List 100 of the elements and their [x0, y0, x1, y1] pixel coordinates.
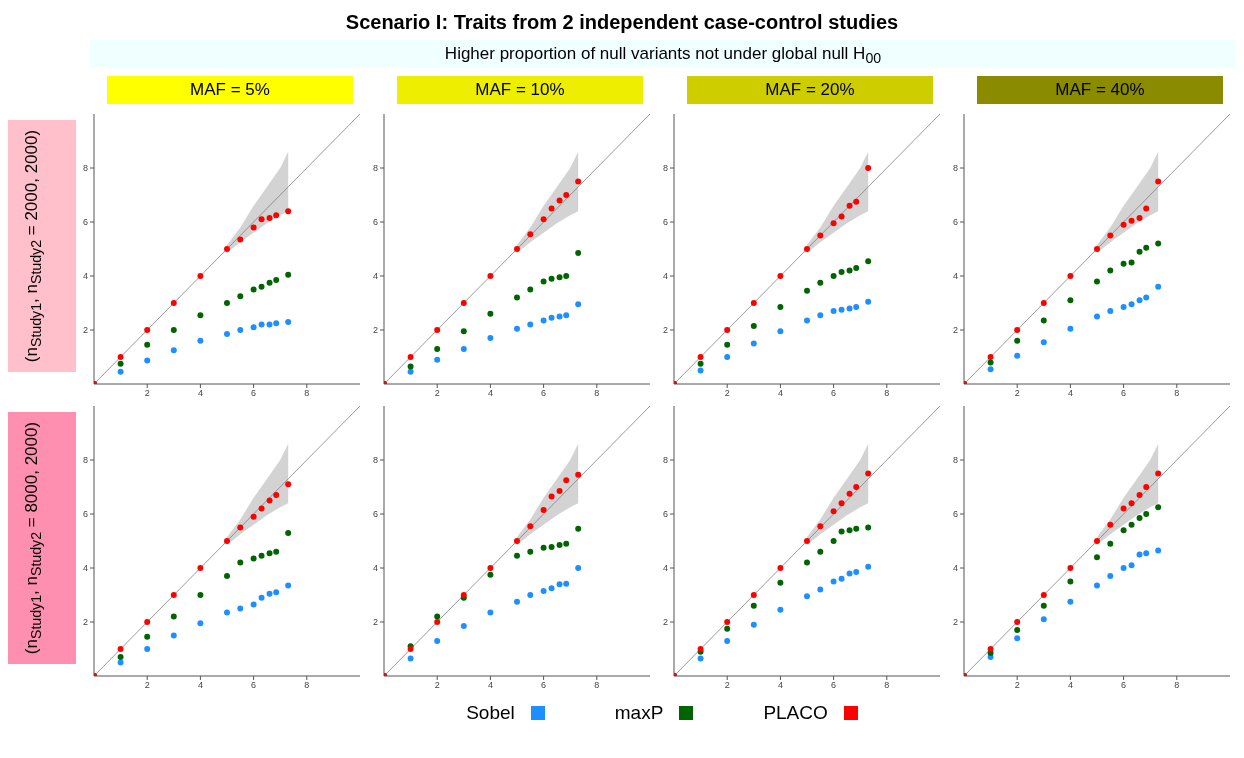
point: [817, 586, 824, 593]
y-tick-label: 2: [82, 325, 88, 336]
point: [556, 488, 563, 495]
point: [1136, 297, 1143, 304]
point: [266, 279, 273, 286]
point: [838, 306, 845, 313]
point: [830, 538, 837, 544]
point: [817, 312, 824, 319]
x-tick-label: 8: [594, 388, 600, 399]
y-tick-label: 8: [372, 163, 378, 174]
point: [266, 321, 273, 328]
point: [434, 613, 441, 620]
x-tick-label: 6: [1121, 680, 1127, 691]
point: [724, 625, 731, 632]
point: [750, 300, 757, 306]
point: [144, 341, 151, 348]
point: [285, 318, 292, 325]
point: [273, 212, 280, 219]
point: [750, 340, 757, 347]
x-tick-label: 6: [541, 680, 547, 691]
point: [865, 298, 872, 305]
point: [1094, 538, 1100, 544]
point: [1094, 582, 1100, 589]
point: [777, 273, 784, 279]
point: [1155, 178, 1162, 185]
point: [1067, 273, 1074, 279]
point: [853, 304, 860, 311]
point: [830, 508, 837, 515]
point: [724, 327, 731, 333]
point: [258, 594, 265, 601]
x-tick-label: 2: [1014, 680, 1020, 691]
x-tick-label: 4: [777, 388, 783, 399]
point: [250, 224, 257, 231]
point: [250, 286, 257, 293]
y-tick-label: 4: [952, 271, 958, 282]
point: [865, 524, 872, 531]
point: [540, 216, 547, 223]
point: [1143, 484, 1150, 490]
point: [777, 606, 784, 613]
point: [575, 301, 582, 308]
point: [575, 471, 582, 478]
y-tick-label: 8: [82, 455, 88, 466]
point: [273, 492, 280, 499]
point: [563, 580, 570, 587]
x-tick-label: 2: [434, 680, 440, 691]
point: [1136, 492, 1143, 499]
point: [1094, 554, 1100, 561]
point: [487, 571, 494, 578]
chart-title: MAF = 5%: [107, 76, 353, 104]
point: [1014, 627, 1021, 634]
point: [273, 277, 280, 284]
x-tick-label: 2: [144, 388, 150, 399]
point: [1040, 300, 1047, 306]
point: [817, 232, 824, 239]
point: [1120, 304, 1127, 311]
y-tick-label: 4: [82, 271, 88, 282]
y-tick-label: 6: [952, 217, 958, 228]
point: [224, 300, 230, 306]
y-tick-label: 8: [82, 163, 88, 174]
point: [170, 592, 177, 598]
point: [514, 598, 520, 605]
point: [987, 366, 994, 373]
x-tick-label: 2: [1014, 388, 1020, 399]
point: [1155, 240, 1162, 247]
point: [540, 587, 547, 594]
point: [548, 314, 555, 321]
point: [853, 264, 860, 271]
point: [1040, 616, 1047, 623]
point: [1143, 294, 1150, 301]
point: [853, 525, 860, 532]
point: [258, 283, 265, 290]
x-tick-label: 8: [304, 680, 310, 691]
point: [117, 368, 124, 375]
x-tick-label: 8: [884, 680, 890, 691]
point: [1067, 297, 1074, 304]
y-tick-label: 2: [952, 325, 958, 336]
point: [1040, 592, 1047, 598]
point: [266, 590, 273, 597]
point: [987, 646, 994, 652]
point: [1128, 500, 1135, 507]
point: [514, 325, 520, 332]
point: [838, 528, 845, 535]
point: [266, 550, 273, 557]
point: [197, 565, 204, 571]
point: [540, 506, 547, 513]
point: [1094, 313, 1100, 320]
point: [434, 356, 441, 363]
y-tick-label: 6: [662, 217, 668, 228]
point: [865, 165, 872, 171]
point: [527, 523, 534, 530]
point: [853, 198, 860, 205]
point: [224, 246, 230, 252]
line-series: [94, 114, 360, 384]
x-tick-label: 4: [1067, 680, 1073, 691]
point: [563, 477, 570, 484]
point: [1107, 540, 1114, 547]
point: [237, 293, 244, 300]
point: [487, 565, 494, 571]
point: [838, 575, 845, 582]
point: [224, 609, 230, 616]
